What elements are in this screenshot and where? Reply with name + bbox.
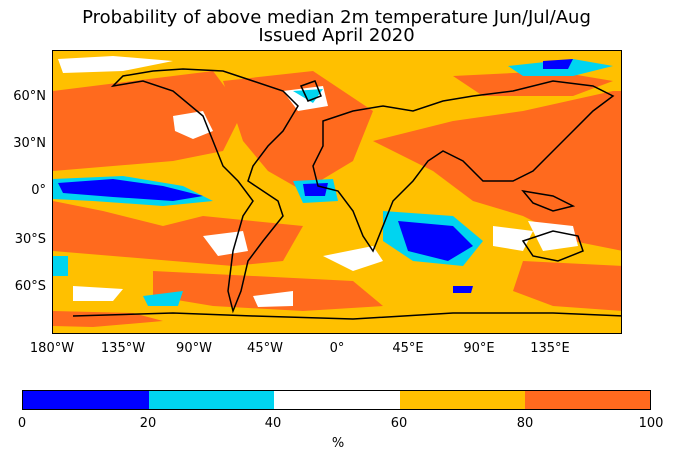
map-svg: [53, 51, 621, 333]
probability-map: [52, 50, 622, 334]
lat-label-30n: 30°N: [13, 136, 46, 151]
lon-label-90e: 90°E: [463, 341, 495, 356]
lon-label-180w: 180°W: [29, 341, 75, 356]
high-probability-regions: [53, 71, 621, 327]
colorbar-bin-80-100: [525, 391, 650, 409]
colorbar-bin-20-40: [148, 391, 275, 409]
lon-label-135w: 135°W: [100, 341, 146, 356]
colorbar-bin-40-60: [274, 391, 400, 409]
neutral-regions: [58, 56, 578, 307]
colorbar-bin-0-20: [23, 391, 149, 409]
chart-subtitle: Issued April 2020: [258, 25, 415, 46]
lon-label-90w: 90°W: [176, 341, 212, 356]
lat-label-30s: 30°S: [14, 232, 46, 247]
colorbar: [22, 390, 651, 410]
lat-label-60n: 60°N: [13, 89, 46, 104]
lon-label-135e: 135°E: [530, 341, 570, 356]
lon-label-45w: 45°W: [247, 341, 283, 356]
colorbar-tick-100: 100: [638, 416, 664, 431]
colorbar-unit-label: %: [331, 436, 345, 451]
very-low-probability-regions: [58, 59, 573, 293]
colorbar-tick-20: 20: [139, 416, 157, 431]
colorbar-tick-40: 40: [264, 416, 282, 431]
colorbar-tick-0: 0: [17, 416, 27, 431]
colorbar-tick-80: 80: [516, 416, 534, 431]
lon-label-45e: 45°E: [392, 341, 424, 356]
colorbar-bin-60-80: [399, 391, 526, 409]
lat-label-60s: 60°S: [14, 279, 46, 294]
lat-label-0: 0°: [31, 183, 46, 198]
coastlines: [72, 68, 621, 320]
chart-title: Probability of above median 2m temperatu…: [82, 7, 591, 28]
colorbar-tick-60: 60: [390, 416, 408, 431]
lon-label-0: 0°: [329, 341, 345, 356]
